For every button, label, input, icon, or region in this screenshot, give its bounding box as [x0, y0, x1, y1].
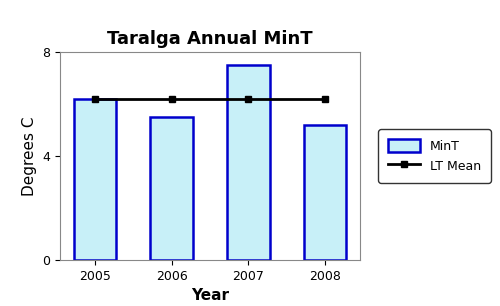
- Bar: [304, 125, 346, 260]
- Bar: [74, 99, 116, 260]
- Bar: [150, 117, 192, 260]
- Title: Taralga Annual MinT: Taralga Annual MinT: [107, 30, 313, 48]
- Bar: [228, 65, 270, 260]
- Y-axis label: Degrees C: Degrees C: [22, 116, 36, 196]
- X-axis label: Year: Year: [191, 288, 229, 303]
- Legend: MinT, LT Mean: MinT, LT Mean: [378, 129, 490, 183]
